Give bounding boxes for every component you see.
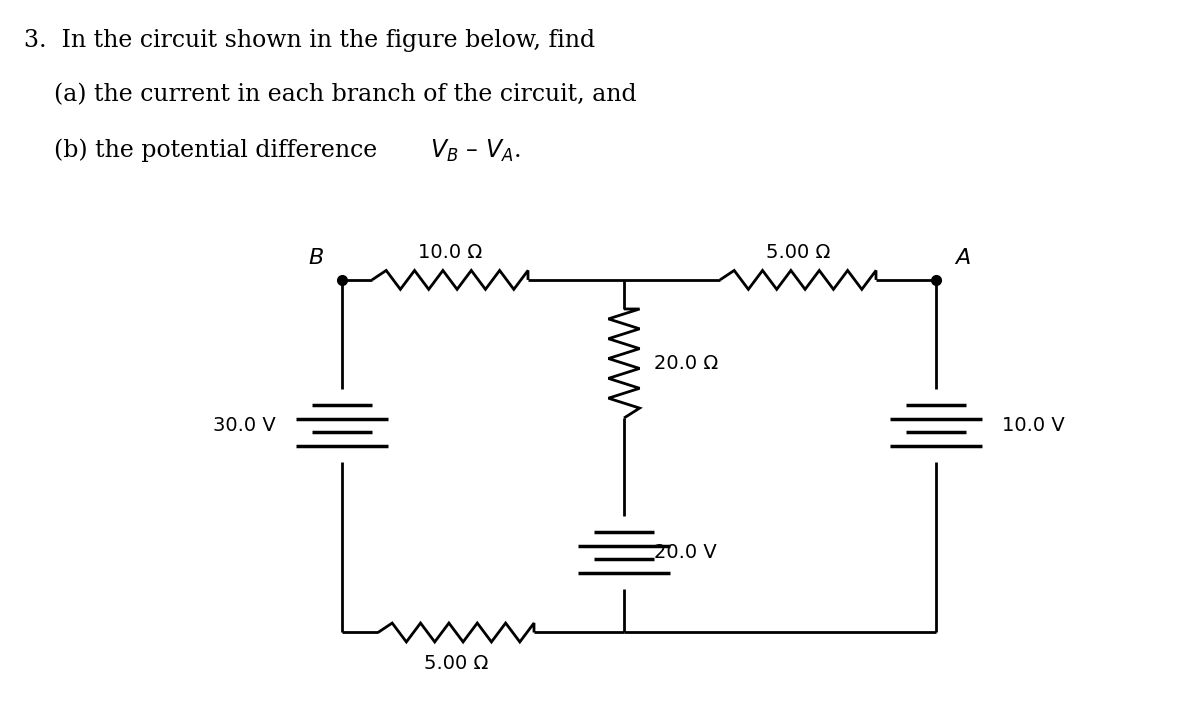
Text: (b) the potential difference: (b) the potential difference bbox=[24, 138, 385, 161]
Text: 3.  In the circuit shown in the figure below, find: 3. In the circuit shown in the figure be… bbox=[24, 29, 595, 52]
Text: (a) the current in each branch of the circuit, and: (a) the current in each branch of the ci… bbox=[24, 84, 637, 107]
Text: 5.00 Ω: 5.00 Ω bbox=[424, 654, 488, 673]
Text: 5.00 Ω: 5.00 Ω bbox=[766, 243, 830, 262]
Text: $V_B$ – $V_A$.: $V_B$ – $V_A$. bbox=[430, 138, 520, 164]
Text: 30.0 V: 30.0 V bbox=[214, 416, 276, 435]
Text: 20.0 Ω: 20.0 Ω bbox=[654, 354, 719, 373]
Text: 10.0 Ω: 10.0 Ω bbox=[418, 243, 482, 262]
Text: 20.0 V: 20.0 V bbox=[654, 543, 716, 562]
Text: $B$: $B$ bbox=[308, 247, 324, 269]
Text: 10.0 V: 10.0 V bbox=[1002, 416, 1064, 435]
Text: $A$: $A$ bbox=[954, 247, 971, 269]
